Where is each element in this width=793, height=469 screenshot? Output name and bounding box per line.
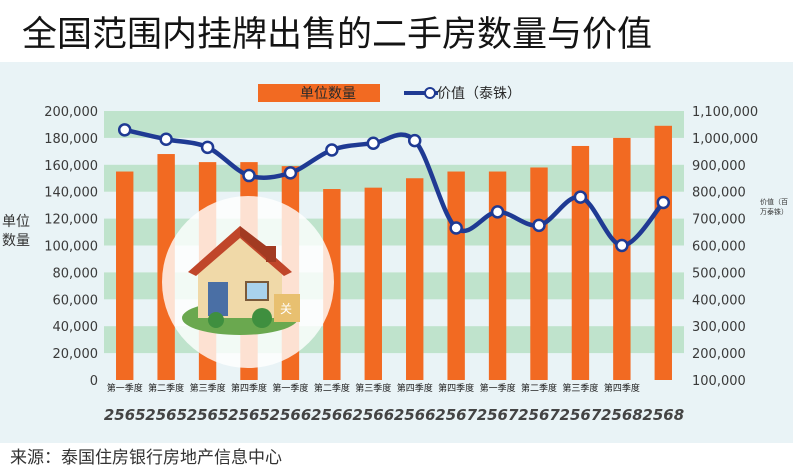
y2-tick-label: 100,000 (692, 374, 746, 389)
house-icon (188, 226, 292, 328)
y2-axis-title-line2: 万泰铢） (760, 207, 788, 216)
x-year-label: 2565 (187, 406, 229, 424)
y-tick-label: 40,000 (53, 320, 99, 335)
grid-band (104, 164, 684, 192)
bar (654, 125, 672, 380)
x-year-label: 2567 (477, 406, 519, 424)
line-point (366, 136, 381, 151)
line-point (573, 190, 588, 204)
line-series (117, 123, 671, 253)
x-year-label: 2566 (270, 406, 312, 424)
bar (364, 187, 382, 380)
x-category-label: 第二季度 (148, 382, 184, 394)
y-tick-label: 160,000 (44, 159, 98, 174)
x-category-label: 第二季度 (314, 382, 350, 394)
line-point (407, 133, 422, 148)
line-point (159, 132, 173, 146)
page-title: 全国范围内挂牌出售的二手房数量与价值 (22, 15, 653, 55)
x-year-label: 2567 (560, 406, 602, 424)
y-axis-title-line2: 数量 (2, 233, 30, 249)
x-category-label: 第四季度 (438, 382, 474, 394)
grid-band (104, 111, 684, 138)
x-category-label: 第四季度 (604, 382, 640, 394)
y-tick-label: 60,000 (53, 293, 99, 308)
line-point (200, 140, 215, 155)
x-year-label: 2566 (352, 406, 394, 424)
y2-tick-label: 200,000 (692, 347, 746, 362)
y-tick-label: 0 (90, 374, 98, 389)
line-point (656, 195, 671, 210)
y2-tick-label: 500,000 (692, 266, 746, 281)
y2-tick-label: 800,000 (692, 186, 746, 201)
legend-swatch-bar (258, 84, 380, 102)
x-year-label: 2568 (601, 406, 643, 424)
y-tick-label: 100,000 (44, 240, 98, 255)
line-point (615, 238, 629, 253)
line-point (117, 123, 132, 137)
y2-tick-label: 1,000,000 (692, 132, 758, 147)
y-tick-label: 80,000 (53, 266, 99, 281)
x-year-label: 2567 (518, 406, 560, 424)
legend: 单位数量 价值（泰铢） (258, 84, 521, 102)
x-category-label: 第一季度 (480, 382, 516, 394)
line-point (449, 221, 463, 235)
line-point (283, 166, 298, 180)
x-category-label: 第一季度 (272, 382, 308, 394)
y-tick-label: 180,000 (44, 132, 98, 147)
x-category-label: 第二季度 (521, 382, 557, 394)
x-axis-years: 2565 2565 2565 2565 2566 2566 2566 2566 2567 2567… (104, 406, 684, 424)
line-point (242, 168, 256, 183)
x-axis-categories: 第一季度 第二季度 第三季度 第四季度 第一季度 第二季度 第三季度 第四季度 第四季度 第一季度… (107, 382, 640, 394)
x-category-label: 第三季度 (355, 382, 391, 394)
bar (571, 145, 590, 380)
x-year-label: 2568 (642, 406, 684, 424)
y2-axis-title: 价值（百 (760, 197, 788, 206)
y2-tick-label: 1,100,000 (692, 105, 758, 120)
x-year-label: 2565 (104, 406, 146, 424)
house-sign (274, 294, 300, 322)
x-year-label: 2566 (311, 406, 353, 424)
y2-tick-label: 400,000 (692, 293, 746, 308)
y2-tick-label: 300,000 (692, 320, 746, 335)
legend-label-line: 价值（泰铢） (437, 86, 521, 102)
x-year-label: 2567 (435, 406, 477, 424)
house-label: 关 (280, 302, 292, 316)
y2-tick-label: 700,000 (692, 213, 746, 228)
x-category-label: 第三季度 (190, 382, 226, 394)
x-year-label: 2565 (228, 406, 270, 424)
bar (447, 171, 465, 380)
legend-marker-line (424, 87, 436, 99)
legend-label-bar: 单位数量 (300, 86, 356, 102)
line-point (532, 218, 546, 233)
y2-tick-label: 600,000 (692, 240, 746, 255)
y2-tick-label: 900,000 (692, 159, 746, 174)
x-year-label: 2566 (394, 406, 436, 424)
x-category-label: 第四季度 (231, 382, 267, 394)
bar (488, 171, 507, 380)
y-axis-title: 单位 (2, 214, 30, 230)
bar (116, 171, 134, 380)
y-tick-label: 120,000 (44, 213, 98, 228)
x-category-label: 第三季度 (562, 382, 598, 394)
x-category-label: 第一季度 (107, 382, 143, 394)
y-tick-label: 140,000 (44, 186, 98, 201)
source-note: 来源：泰国住房银行房地产信息中心 (10, 448, 282, 468)
line-point (490, 205, 505, 219)
bar (530, 167, 548, 380)
line-point (325, 143, 339, 157)
y-axis-left: 0 20,000 40,000 60,000 80,000 100,000 120,000 1… (44, 105, 98, 389)
x-category-label: 第四季度 (397, 382, 433, 394)
y-tick-label: 200,000 (44, 105, 98, 120)
house-illustration: 关 (162, 196, 334, 368)
x-year-label: 2565 (145, 406, 187, 424)
y-axis-right: 100,000 200,000 300,000 400,000 500,000 600,0… (692, 105, 758, 389)
bar (613, 137, 631, 380)
y-tick-label: 20,000 (53, 347, 99, 362)
bar (406, 178, 424, 380)
